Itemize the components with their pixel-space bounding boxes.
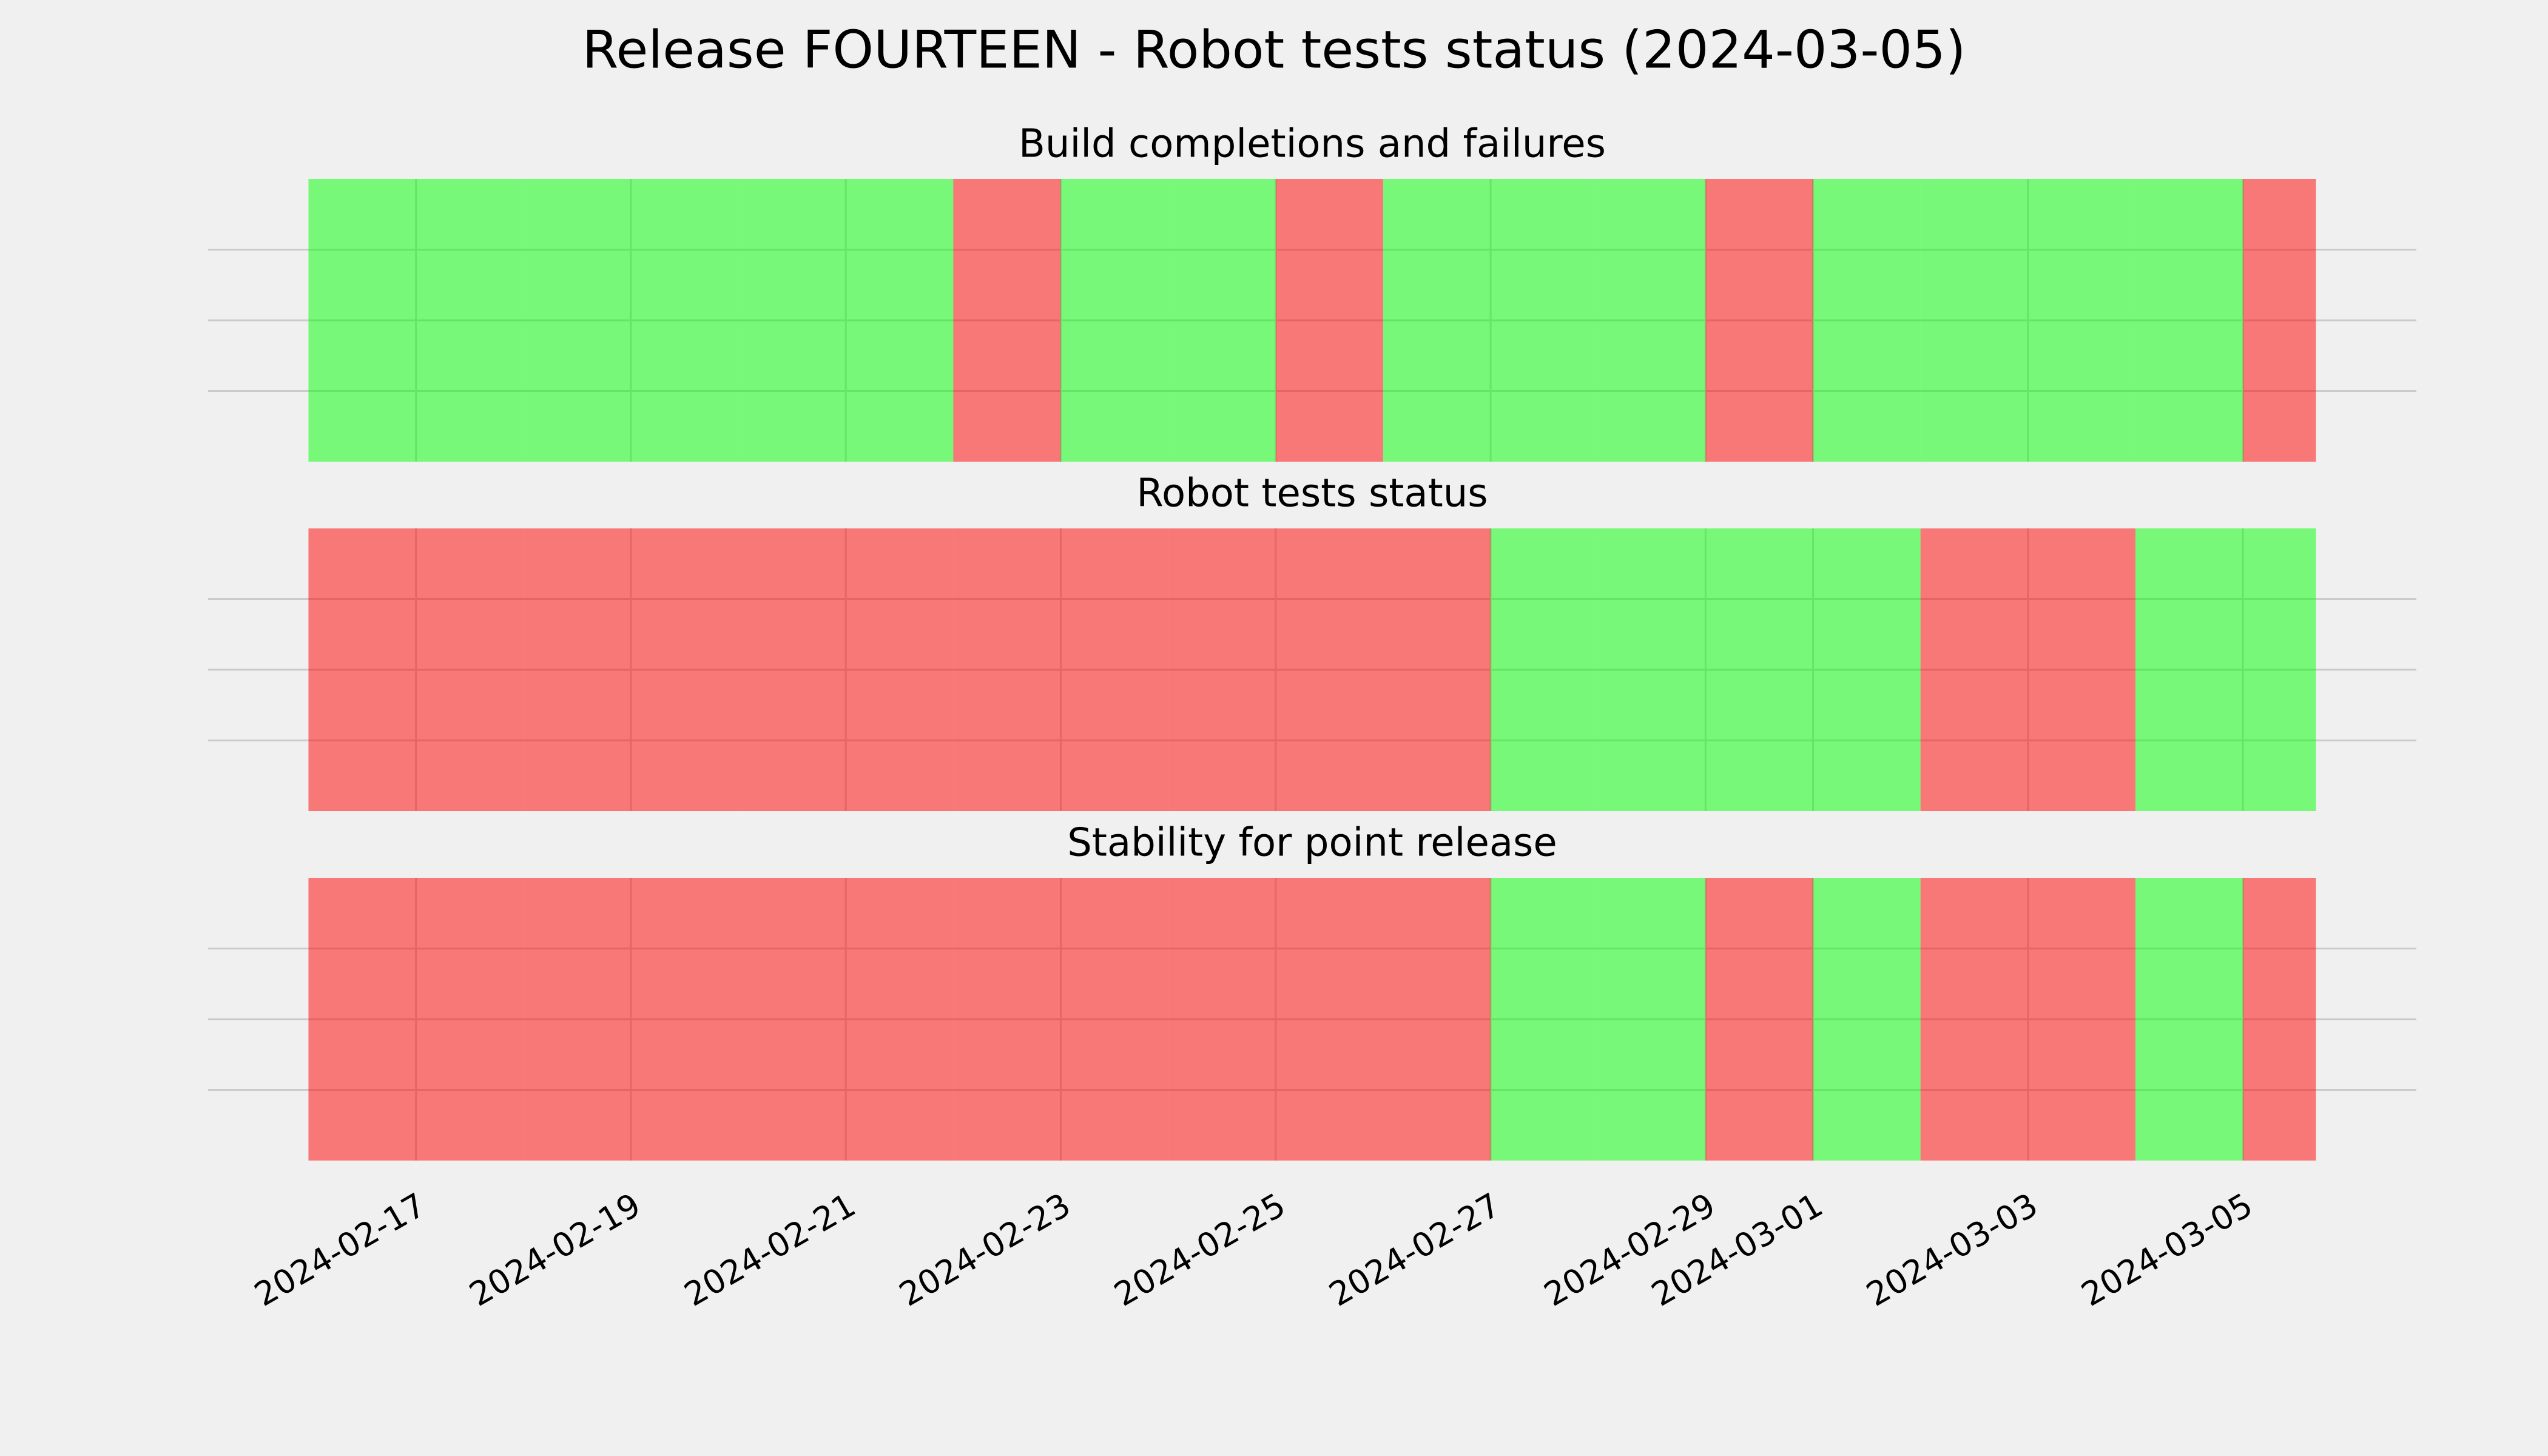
status-span	[1705, 179, 1813, 462]
status-span	[2243, 878, 2316, 1161]
panel-title: Stability for point release	[1067, 821, 1557, 866]
status-span	[1598, 179, 1706, 462]
status-span	[1598, 528, 1706, 811]
status-span	[2135, 179, 2243, 462]
status-span	[1168, 878, 1276, 1161]
status-span	[1598, 878, 1706, 1161]
status-span	[1813, 179, 1921, 462]
panel-title: Robot tests status	[1136, 471, 1488, 516]
status-span	[953, 878, 1061, 1161]
status-span	[523, 528, 631, 811]
status-span	[738, 528, 846, 811]
status-span	[2135, 528, 2243, 811]
status-span	[1491, 528, 1599, 811]
status-span	[1275, 878, 1383, 1161]
chart-title: Release FOURTEEN - Robot tests status (2…	[582, 19, 1966, 80]
status-span	[1920, 528, 2028, 811]
status-span	[846, 528, 954, 811]
status-span	[1060, 528, 1168, 811]
status-span	[630, 878, 739, 1161]
status-span	[2243, 179, 2316, 462]
status-span	[738, 179, 846, 462]
status-span	[2135, 878, 2243, 1161]
status-span	[1491, 179, 1599, 462]
status-span	[1060, 878, 1168, 1161]
status-span	[1168, 528, 1276, 811]
status-span	[1275, 528, 1383, 811]
status-span	[1813, 878, 1921, 1161]
status-span	[1168, 179, 1276, 462]
status-span	[1383, 528, 1491, 811]
status-span	[1920, 878, 2028, 1161]
status-span	[1705, 878, 1813, 1161]
status-span	[523, 179, 631, 462]
status-span	[2027, 179, 2135, 462]
status-span	[2027, 528, 2135, 811]
status-span	[1705, 528, 1813, 811]
status-span	[416, 878, 524, 1161]
status-span	[1275, 179, 1383, 462]
status-span	[2027, 878, 2135, 1161]
status-span	[630, 528, 739, 811]
status-span	[1920, 179, 2028, 462]
status-span	[523, 878, 631, 1161]
status-span	[1383, 179, 1491, 462]
status-span	[846, 878, 954, 1161]
status-span	[1060, 179, 1168, 462]
status-span	[2243, 528, 2316, 811]
status-span	[846, 179, 954, 462]
status-span	[416, 528, 524, 811]
status-span	[416, 179, 524, 462]
status-span	[738, 878, 846, 1161]
status-span	[1383, 878, 1491, 1161]
status-span	[308, 878, 416, 1161]
status-span	[1491, 878, 1599, 1161]
status-span	[308, 528, 416, 811]
status-span	[953, 179, 1061, 462]
status-span	[1813, 528, 1921, 811]
status-span	[953, 528, 1061, 811]
status-span	[308, 179, 416, 462]
panel-title: Build completions and failures	[1019, 122, 1606, 167]
status-span	[630, 179, 739, 462]
